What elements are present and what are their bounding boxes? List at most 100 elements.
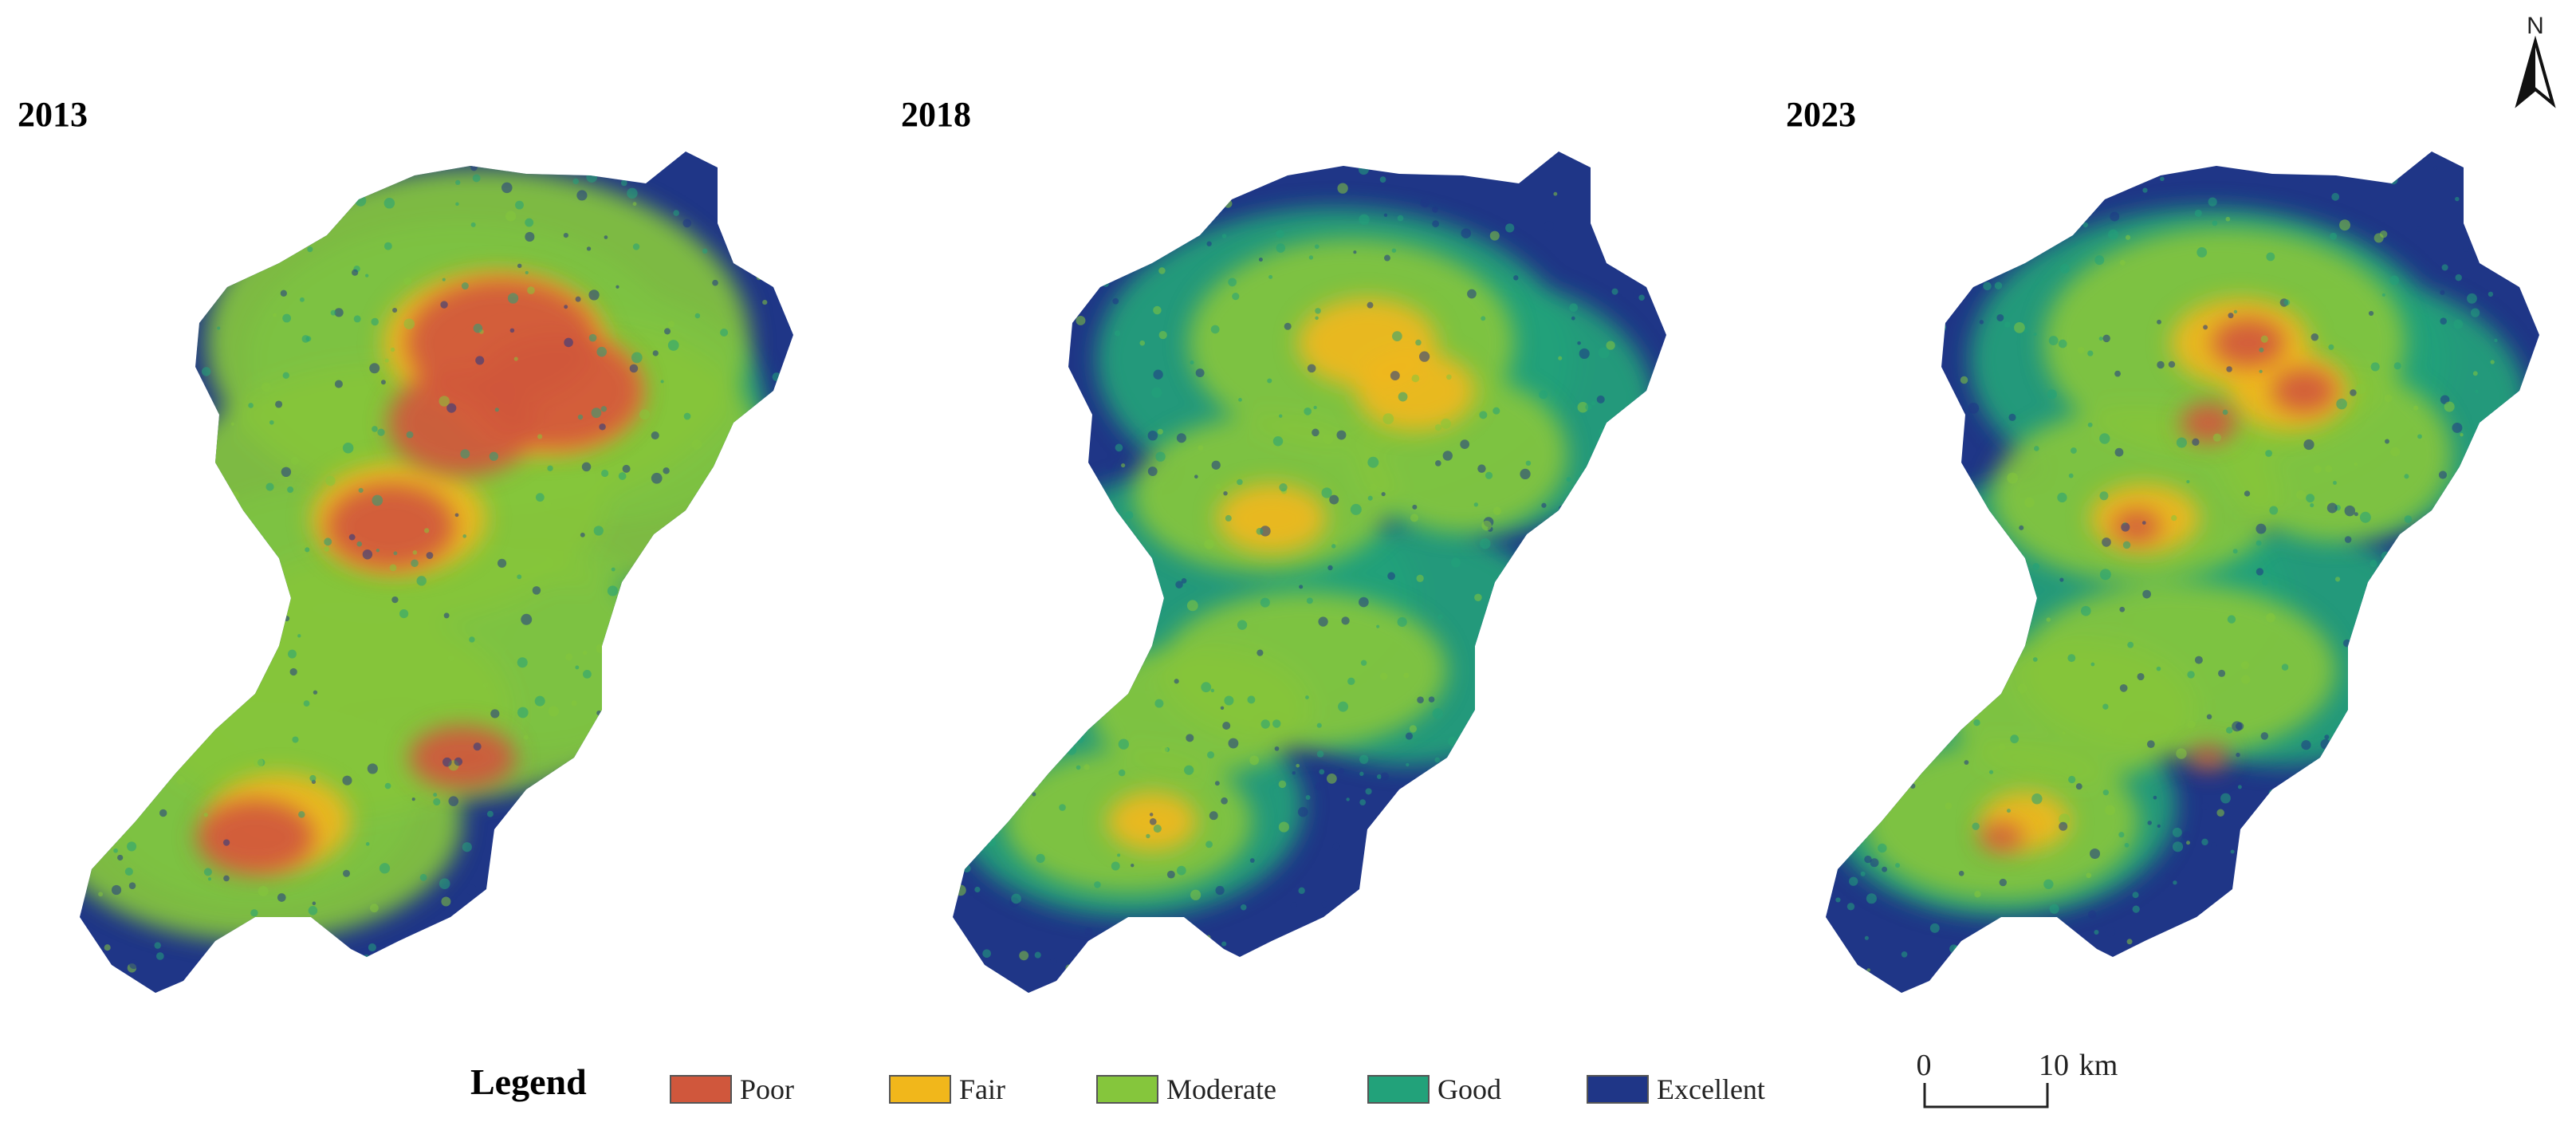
texture-speckle	[2006, 809, 2012, 813]
texture-speckle	[1972, 822, 1980, 830]
texture-speckle	[2218, 669, 2226, 677]
texture-speckle	[2211, 914, 2216, 919]
texture-speckle	[611, 567, 615, 572]
texture-speckle	[955, 884, 966, 896]
texture-speckle	[1383, 254, 1390, 262]
texture-speckle	[1646, 748, 1653, 754]
texture-speckle	[1279, 414, 1283, 418]
texture-speckle	[223, 600, 230, 606]
texture-speckle	[307, 246, 313, 253]
texture-speckle	[1011, 546, 1022, 557]
texture-speckle	[2419, 763, 2423, 767]
texture-speckle	[1376, 624, 1380, 628]
texture-speckle	[1296, 985, 1301, 990]
quality-poor-patch	[327, 483, 454, 569]
texture-speckle	[730, 509, 741, 520]
texture-speckle	[974, 886, 981, 893]
texture-speckle	[316, 979, 321, 984]
texture-speckle	[608, 743, 618, 754]
texture-speckle	[2049, 904, 2059, 914]
texture-speckle	[2387, 675, 2397, 686]
texture-speckle	[1925, 673, 1935, 683]
texture-speckle	[1091, 217, 1097, 223]
texture-speckle	[564, 337, 573, 348]
texture-speckle	[773, 175, 784, 186]
texture-speckle	[1123, 234, 1128, 239]
texture-speckle	[993, 494, 1004, 504]
texture-speckle	[2043, 879, 2054, 889]
texture-speckle	[1894, 435, 1904, 444]
texture-speckle	[265, 253, 275, 264]
texture-speckle	[2105, 805, 2115, 816]
texture-speckle	[2172, 841, 2184, 852]
texture-speckle	[275, 400, 283, 408]
texture-speckle	[2208, 197, 2217, 207]
texture-speckle	[1638, 294, 1645, 301]
texture-speckle	[2266, 252, 2275, 262]
texture-speckle	[1846, 903, 1855, 911]
scale-bar-end-label: 10	[2039, 1049, 2069, 1082]
legend-swatch-poor	[670, 1075, 732, 1104]
texture-speckle	[641, 923, 652, 935]
texture-speckle	[1387, 572, 1395, 581]
texture-speckle	[1579, 753, 1588, 762]
texture-speckle	[124, 867, 133, 876]
texture-speckle	[223, 966, 234, 976]
texture-speckle	[1369, 483, 1378, 491]
texture-speckle	[446, 403, 457, 413]
texture-speckle	[1961, 663, 1966, 668]
texture-speckle	[365, 274, 369, 278]
texture-speckle	[1559, 505, 1564, 511]
texture-speckle	[1996, 313, 2004, 321]
texture-speckle	[447, 655, 454, 662]
texture-speckle	[615, 285, 619, 289]
texture-speckle	[1496, 918, 1504, 926]
texture-speckle	[1026, 411, 1033, 419]
texture-speckle	[420, 166, 427, 173]
texture-speckle	[1461, 228, 1472, 238]
texture-speckle	[1831, 782, 1837, 789]
texture-speckle	[1379, 176, 1386, 183]
texture-speckle	[521, 613, 533, 625]
texture-speckle	[2522, 530, 2527, 534]
texture-speckle	[1359, 754, 1369, 764]
texture-speckle	[1840, 268, 1846, 274]
texture-speckle	[448, 796, 459, 806]
texture-speckle	[541, 964, 551, 974]
texture-speckle	[720, 329, 729, 337]
texture-speckle	[1066, 265, 1071, 270]
texture-speckle	[2330, 828, 2340, 838]
texture-speckle	[2196, 247, 2208, 258]
texture-speckle	[2187, 720, 2196, 729]
texture-speckle	[265, 482, 274, 491]
texture-speckle	[1225, 956, 1229, 960]
texture-speckle	[2461, 478, 2467, 483]
texture-speckle	[543, 500, 552, 509]
texture-speckle	[2232, 549, 2238, 554]
texture-speckle	[1864, 855, 1872, 864]
texture-speckle	[1166, 968, 1171, 974]
texture-speckle	[607, 585, 619, 596]
texture-speckle	[1329, 958, 1335, 964]
texture-speckle	[664, 328, 671, 335]
texture-speckle	[675, 694, 686, 704]
texture-speckle	[127, 841, 137, 852]
texture-speckle	[191, 241, 203, 253]
texture-speckle	[2094, 255, 2105, 266]
texture-speckle	[1548, 632, 1557, 642]
texture-speckle	[2455, 274, 2462, 282]
texture-speckle	[1434, 423, 1442, 431]
texture-speckle	[103, 298, 108, 303]
texture-speckle	[2161, 966, 2167, 972]
texture-speckle	[1448, 736, 1457, 746]
texture-speckle	[104, 944, 111, 951]
texture-speckle	[1135, 641, 1146, 652]
texture-speckle	[581, 462, 592, 472]
texture-speckle	[1296, 963, 1303, 969]
texture-speckle	[682, 219, 692, 228]
texture-speckle	[1540, 725, 1551, 737]
texture-speckle	[2132, 905, 2140, 913]
texture-speckle	[334, 380, 343, 388]
texture-speckle	[2472, 704, 2476, 708]
texture-speckle	[466, 884, 477, 896]
